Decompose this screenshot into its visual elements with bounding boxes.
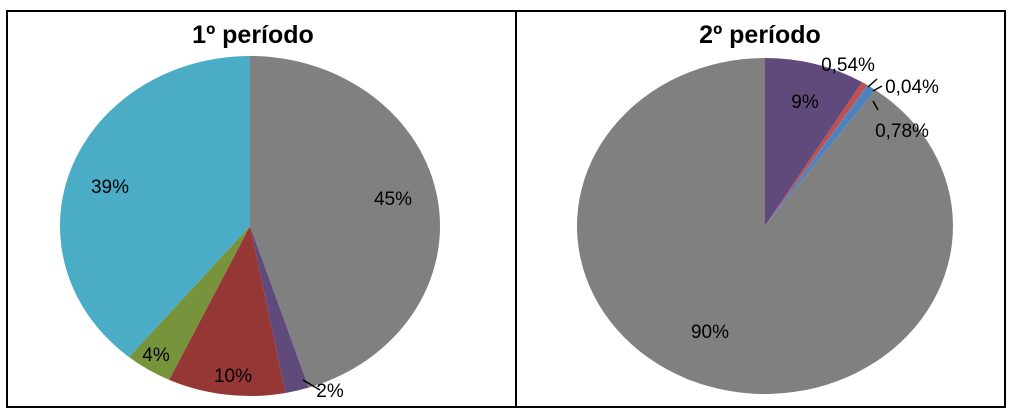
pie-slice-90pct (576, 58, 953, 394)
pie-slice-2pct (250, 226, 309, 393)
pie-slice-39pct (59, 55, 250, 357)
pie-slice-0-04pct (765, 85, 868, 227)
data-label: 39% (91, 177, 129, 198)
label-leader-line (872, 85, 883, 92)
pie-slice-0-78pct (765, 85, 876, 226)
data-label: 9% (791, 92, 819, 113)
chart-title-period-1: 1º período (192, 21, 314, 49)
data-label: 45% (374, 189, 412, 210)
chart-title-period-2: 2º período (699, 21, 821, 49)
data-label: 0,04% (885, 77, 939, 98)
pie-slice-10pct (169, 226, 286, 397)
pie-slice-45pct (250, 56, 440, 388)
data-label: 2% (316, 381, 344, 402)
chart-frame (6, 10, 1006, 408)
data-label: 10% (214, 366, 252, 387)
pie-slice-9pct (765, 58, 863, 226)
data-label: 0,78% (875, 121, 929, 142)
chart-divider (515, 10, 517, 408)
data-label: 90% (691, 322, 729, 343)
data-label: 0,54% (821, 55, 875, 76)
pie-chart-period-2: 2º período 9%0,54% 0,04% 0,78% 90% (576, 21, 953, 394)
pie-chart-period-1: 1º período 45% 2% 10% 4% 39% (59, 21, 440, 402)
label-leader-line (872, 100, 879, 111)
pie-slice-0-54pct (765, 82, 868, 227)
label-leader-line (302, 379, 321, 391)
pie-slice-4pct (128, 226, 250, 380)
data-label: 4% (142, 345, 170, 366)
label-leader-line (867, 78, 878, 88)
